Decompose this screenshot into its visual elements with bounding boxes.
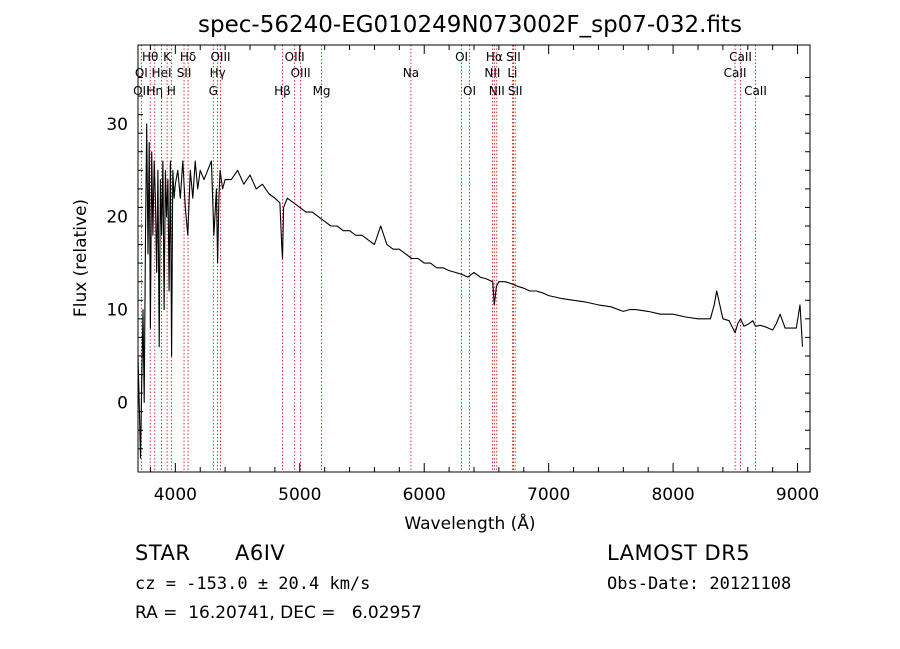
spectral-line-label: SII	[506, 50, 521, 64]
spectral-line-label: CaII	[729, 50, 752, 64]
spectral-line-label: Hη	[146, 84, 163, 98]
y-axis-label: Flux (relative)	[71, 199, 91, 317]
spectral-line-label: Hγ	[210, 66, 226, 80]
object-subclass: A6IV	[235, 541, 286, 565]
spectral-line-label: OI	[463, 84, 476, 98]
redshift-value: cz = -153.0 ± 20.4 km/s	[135, 574, 371, 594]
y-tick-label: 20	[106, 208, 128, 228]
spectral-line-label: G	[209, 84, 218, 98]
y-tick-label: 10	[106, 301, 128, 321]
spectral-line-label: NII	[484, 66, 500, 80]
spectral-line-label: SII	[508, 84, 523, 98]
x-tick-label: 6000	[403, 485, 446, 505]
spectral-line-label: CaII	[724, 66, 747, 80]
spectral-line-label: OIII	[210, 50, 230, 64]
x-tick-label: 9000	[776, 485, 819, 505]
spectral-line-label: Mg	[313, 84, 331, 98]
object-class: STAR	[135, 541, 191, 565]
coordinates: RA = 16.20741, DEC = 6.02957	[135, 603, 422, 623]
y-tick-label: 0	[117, 393, 128, 413]
spectral-line-label: K	[163, 50, 172, 64]
spectral-line-label: OII	[133, 84, 150, 98]
observation-date: Obs-Date: 20121108	[607, 574, 792, 594]
spectral-line-label: Hα	[486, 50, 503, 64]
spectral-line-label: OI	[455, 50, 468, 64]
plot-frame	[137, 44, 811, 473]
spectrum-line	[137, 123, 804, 459]
spectral-line-label: Hβ	[274, 84, 291, 98]
spectral-line-label: Hδ	[180, 50, 196, 64]
y-axis-ticks: 0 10 20 30	[106, 76, 810, 450]
spectral-line-label: OIII	[291, 66, 311, 80]
x-tick-label: 8000	[651, 485, 694, 505]
spectral-line-label: NII	[489, 84, 505, 98]
spectral-line-label: Na	[403, 66, 419, 80]
spectral-line-label: HeI	[152, 66, 172, 80]
spectral-line-label: H	[167, 84, 176, 98]
spectral-line-label: OIII	[285, 50, 305, 64]
spectral-line-label: Li	[507, 66, 517, 80]
chart-title: spec-56240-EG010249N073002F_sp07-032.fit…	[198, 12, 742, 38]
spectral-line-label: CaII	[744, 84, 767, 98]
y-tick-label: 30	[106, 115, 128, 135]
spectral-line-label: SII	[177, 66, 192, 80]
spectral-line-label: Hθ	[142, 50, 158, 64]
spectral-line-markers	[140, 45, 756, 472]
x-tick-label: 4000	[154, 485, 197, 505]
x-axis-label: Wavelength (Å)	[404, 512, 535, 534]
x-tick-label: 5000	[278, 485, 321, 505]
survey-name: LAMOST DR5	[607, 541, 751, 565]
x-axis-ticks: 4000 5000 6000 7000 8000 9000	[149, 45, 819, 505]
x-tick-label: 7000	[527, 485, 570, 505]
